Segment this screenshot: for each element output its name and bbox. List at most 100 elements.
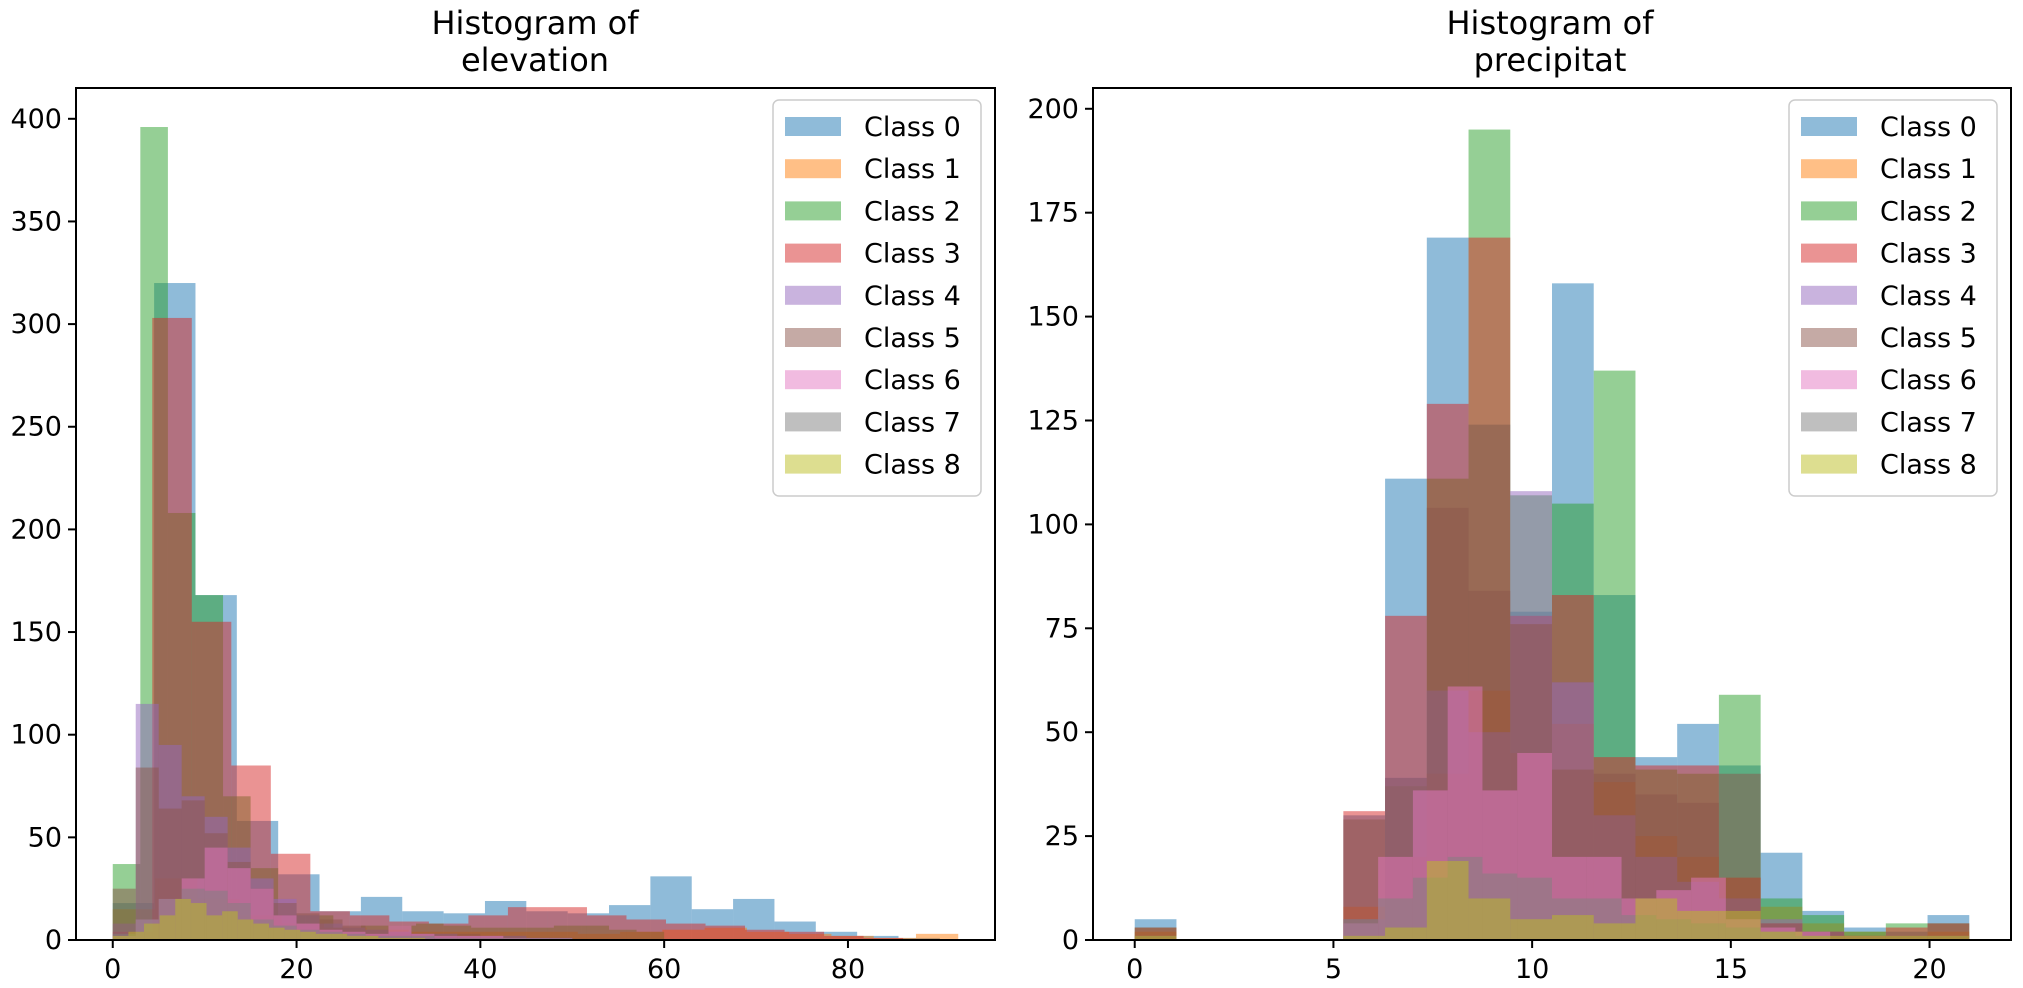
chart-1-title-line-2: elevation: [460, 41, 610, 79]
chart-2-title: Histogram of precipitat: [1355, 5, 1745, 79]
legend-label: Class 3: [864, 239, 961, 270]
bar-chart2-class8-bin16: [1802, 935, 1845, 940]
bar-chart1-class8-bin8: [237, 919, 254, 940]
x-tick-label: 10: [1515, 954, 1549, 985]
bar-chart1-class8-bin13: [315, 933, 332, 940]
bar-chart2-class8-bin5: [1343, 935, 1386, 940]
bar-chart2-class8-bin13: [1677, 910, 1719, 940]
legend-swatch: [785, 243, 841, 263]
legend-label: Class 8: [864, 450, 961, 481]
legend-frame: [772, 99, 982, 497]
legend-swatch: [1801, 201, 1857, 221]
chart-1-title-line-1: Histogram of: [431, 4, 639, 42]
y-tick-label: 50: [28, 822, 62, 853]
x-tick-label: 40: [463, 954, 497, 985]
bar-chart1-class7-bin15: [457, 937, 481, 940]
bar-chart1-class3-bin11: [547, 907, 587, 940]
bar-chart2-class8-bin19: [1927, 935, 1970, 940]
legend-label: Class 1: [864, 154, 961, 185]
legend-swatch: [1801, 454, 1857, 474]
y-tick-label: 50: [1045, 717, 1079, 748]
x-tick-label: 15: [1714, 954, 1748, 985]
bar-chart1-class8-bin2: [144, 923, 160, 940]
chart-1-plot-area: 0 20 40 60 80 0 50 100 150 200 250 300 350 400 Class 0…: [10, 87, 996, 985]
bar-chart2-class8-bin14: [1718, 910, 1761, 940]
bar-chart1-class3-bin15: [705, 925, 746, 940]
bar-chart2-class8-bin12: [1635, 898, 1678, 940]
chart-2-bars: [1134, 129, 1970, 940]
y-tick-label: 125: [1027, 405, 1079, 436]
x-tick-label: 0: [1126, 954, 1143, 985]
chart-2-title-line-1: Histogram of: [1446, 4, 1654, 42]
legend-label: Class 5: [864, 323, 961, 354]
legend-swatch: [785, 370, 841, 390]
y-tick-label: 0: [1062, 925, 1079, 956]
bar-chart1-class8-bin15: [347, 935, 363, 940]
chart-1-legend: Class 0 Class 1 Class 2 Class 3 Class 4 Class…: [772, 99, 982, 497]
bar-chart1-class8-bin7: [222, 911, 238, 940]
y-tick-label: 100: [1027, 509, 1079, 540]
legend-label: Class 4: [1880, 281, 1977, 312]
bar-chart1-class3-bin10: [507, 907, 548, 940]
x-tick-label: 20: [279, 954, 313, 985]
bar-chart2-class8-bin18: [1885, 935, 1928, 940]
x-tick-label: 80: [831, 954, 865, 985]
chart-2-frame: [1092, 87, 2012, 941]
chart-1-title: Histogram of elevation: [340, 5, 730, 79]
legend-swatch: [1801, 328, 1857, 347]
legend-label: Class 2: [864, 196, 961, 227]
chart-1-frame: [75, 87, 996, 941]
legend-swatch: [1801, 285, 1857, 305]
bar-chart1-class8-bin1: [128, 931, 145, 940]
bar-chart1-class7-bin14: [434, 937, 458, 940]
bar-chart1-class3-bin12: [586, 915, 627, 940]
bar-chart1-class8-bin14: [331, 933, 348, 940]
bar-chart1-class8-bin17: [378, 937, 394, 940]
bar-chart1-class8-bin3: [159, 915, 176, 940]
bar-chart1-class3-bin13: [626, 919, 666, 940]
x-tick-label: 0: [104, 954, 121, 985]
bar-chart1-class8-bin0: [112, 935, 129, 940]
bar-chart2-class8-bin8: [1468, 898, 1511, 940]
x-tick-label: 20: [1912, 954, 1946, 985]
bar-chart1-class8-bin10: [268, 927, 285, 940]
y-tick-label: 150: [1027, 302, 1079, 333]
legend-swatch: [785, 285, 841, 305]
bar-chart1-class8-bin16: [362, 935, 379, 940]
chart-1-bars: [112, 127, 959, 940]
bar-chart1-class7-bin16: [480, 937, 504, 940]
legend-label: Class 2: [1880, 196, 1977, 227]
legend-swatch: [1801, 159, 1857, 179]
bar-chart2-class8-bin0: [1134, 935, 1177, 940]
bar-chart2-class8-bin6: [1385, 927, 1427, 940]
y-tick-label: 200: [1027, 94, 1079, 125]
legend-swatch: [785, 201, 841, 221]
bar-chart2-class8-bin11: [1593, 923, 1636, 940]
legend-swatch: [1801, 412, 1857, 432]
bar-chart1-class3-bin18: [824, 935, 864, 940]
legend-swatch: [785, 328, 841, 347]
legend-label: Class 1: [1880, 154, 1977, 185]
legend-frame: [1788, 99, 1998, 497]
legend-label: Class 4: [864, 281, 961, 312]
bar-chart1-class8-bin19: [409, 937, 426, 940]
bar-chart1-class3-bin19: [863, 937, 904, 940]
y-tick-label: 350: [10, 206, 62, 237]
legend-swatch: [785, 117, 841, 136]
y-tick-label: 200: [10, 514, 62, 545]
legend-swatch: [1801, 117, 1857, 136]
bar-chart2-class8-bin9: [1510, 919, 1552, 940]
bar-chart1-class5-bin1: [135, 767, 159, 940]
bar-chart1-class8-bin12: [300, 931, 316, 940]
legend-swatch: [785, 159, 841, 179]
bar-chart1-class7-bin17: [503, 937, 527, 940]
y-tick-label: 175: [1027, 198, 1079, 229]
legend-label: Class 8: [1880, 450, 1977, 481]
legend-label: Class 0: [1880, 112, 1977, 143]
bar-chart1-class7-bin19: [549, 937, 573, 940]
chart-2-title-line-2: precipitat: [1473, 41, 1627, 79]
y-tick-label: 250: [10, 412, 62, 443]
y-tick-label: 400: [10, 104, 62, 135]
x-tick-label: 60: [647, 954, 681, 985]
